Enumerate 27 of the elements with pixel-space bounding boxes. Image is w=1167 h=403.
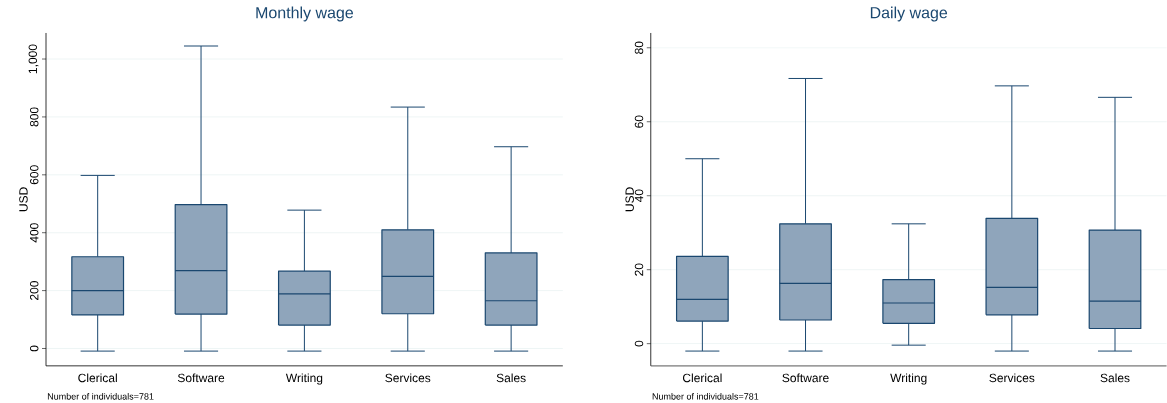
x-tick-label: Writing [890, 373, 927, 385]
text: Number of individuals=781 [652, 393, 759, 400]
x-tick-label: Software [782, 373, 829, 383]
x-tick-label: Services [989, 373, 1035, 383]
y-tick-label: 20 [634, 263, 644, 276]
y-axis-title: USD [625, 187, 634, 212]
y-tick-label: 60 [634, 115, 644, 128]
y-tick-label: 400 [29, 223, 39, 243]
chart-title: Daily wage [870, 6, 948, 22]
x-tick-label: Writing [285, 373, 323, 385]
y-tick-label: 600 [29, 165, 39, 185]
y-axis-title: USD [19, 187, 28, 212]
y-tick-label: 0 [29, 345, 39, 352]
x-tick-label: Services [385, 373, 431, 383]
chart-title: Monthly wage [256, 6, 354, 22]
y-tick-label: 1,000 [28, 44, 39, 74]
y-tick-label: 800 [29, 107, 39, 127]
text: Number of individuals=781 [47, 393, 154, 400]
x-tick-label: Clerical [682, 373, 722, 383]
x-tick-label: Clerical [78, 373, 117, 383]
x-tick-label: Sales [496, 373, 526, 383]
y-tick-label: 0 [634, 340, 644, 347]
x-tick-label: Software [177, 373, 225, 383]
y-tick-label: 200 [29, 281, 39, 301]
y-tick-label: 40 [634, 189, 644, 203]
x-tick-label: Sales [1100, 373, 1130, 383]
y-tick-label: 80 [634, 41, 644, 55]
